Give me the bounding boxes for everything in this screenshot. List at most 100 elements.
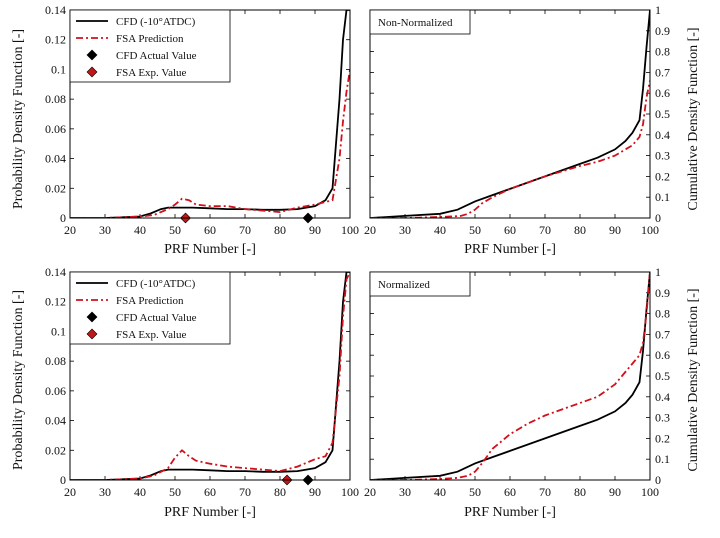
series-line-fsa [370,80,650,218]
plot-frame [369,271,651,481]
x-tick-label: 50 [169,223,181,237]
x-tick-label: 20 [364,223,376,237]
panel-top-left: 20 30 40 50 60 70 80 90 100 0 0.02 0.04 0.06 0.08 0.1 0… [45,3,359,257]
y-tick-label: 0.3 [655,411,670,425]
x-tick-label: 70 [239,223,251,237]
x-axis-label: PRF Number [-] [464,242,556,257]
legend-box [69,9,231,83]
legend-swatch-marker [86,66,98,78]
ylabel-left-bottom: Probability Density Function [-] [11,290,26,470]
y-tick-label: 0.04 [45,152,66,166]
x-tick-label: 90 [309,485,321,499]
legend-label: FSA Prediction [116,295,184,307]
y-tick-label: 0 [60,473,66,487]
legend-label: FSA Prediction [116,33,184,45]
y-tick-label: 0.4 [655,390,670,404]
x-tick-label: 80 [574,223,586,237]
y-tick-label: 0.06 [45,384,66,398]
x-tick-label: 80 [574,485,586,499]
y-tick-label: 0.3 [655,149,670,163]
legend-label: FSA Exp. Value [116,67,187,79]
y-tick-label: 0.9 [655,24,670,38]
x-axis-label: PRF Number [-] [464,505,556,520]
panel-title: Normalized [378,279,430,291]
y-tick-label: 0.1 [655,452,670,466]
x-tick-label: 90 [609,223,621,237]
series-line-cfd [370,10,650,218]
ylabel-right-bottom: Cumulative Density Function [-] [686,288,701,471]
x-tick-label: 100 [641,485,659,499]
legend-label: CFD Actual Value [116,50,197,62]
x-axis-label: PRF Number [-] [164,242,256,257]
legend-label: CFD (-10°ATDC) [116,16,196,28]
y-tick-label: 0 [655,473,661,487]
y-tick-label: 0.2 [655,169,670,183]
plot-frame [369,9,651,219]
x-tick-label: 40 [134,223,146,237]
y-tick-label: 0.1 [51,324,66,338]
y-tick-label: 0.4 [655,128,670,142]
x-tick-label: 30 [399,485,411,499]
x-tick-label: 80 [274,485,286,499]
x-tick-label: 30 [399,223,411,237]
y-tick-label: 0.04 [45,414,66,428]
y-tick-label: 0.9 [655,286,670,300]
legend-label: CFD (-10°ATDC) [116,278,196,290]
x-tick-label: 60 [204,485,216,499]
panel-title: Non-Normalized [378,17,453,29]
y-tick-label: 0.08 [45,354,66,368]
ylabel-left-top: Probability Density Function [-] [11,29,26,209]
y-tick-label: 0.14 [45,3,66,17]
x-tick-label: 90 [609,485,621,499]
legend: CFD (-10°ATDC) FSA Prediction CFD Actual V… [69,9,231,83]
x-tick-label: 60 [504,485,516,499]
legend-swatch-marker [86,328,98,340]
x-tick-label: 70 [239,485,251,499]
panel-bottom-left: 20 30 40 50 60 70 80 90 100 0 0.02 0.04 0.06 0.08 0.1 0… [45,265,359,520]
series-line-fsa [370,272,650,480]
x-tick-label: 40 [434,485,446,499]
y-tick-label: 0.12 [45,295,66,309]
x-axis-label: PRF Number [-] [164,505,256,520]
y-tick-label: 0.8 [655,45,670,59]
y-tick-label: 0.7 [655,65,670,79]
x-tick-label: 90 [309,223,321,237]
x-tick-label: 100 [341,223,359,237]
x-tick-label: 60 [504,223,516,237]
y-tick-label: 0.6 [655,86,670,100]
y-tick-label: 0.5 [655,107,670,121]
panel-title-box [369,9,471,35]
legend: CFD (-10°ATDC) FSA Prediction CFD Actual V… [69,271,231,345]
x-tick-label: 100 [641,223,659,237]
legend-label: CFD Actual Value [116,312,197,324]
y-tick-label: 0.08 [45,92,66,106]
legend-swatch-marker [86,311,98,323]
x-tick-label: 70 [539,223,551,237]
y-tick-label: 0 [655,211,661,225]
y-tick-label: 0.14 [45,265,66,279]
x-tick-label: 70 [539,485,551,499]
y-tick-label: 0.2 [655,431,670,445]
x-tick-label: 20 [64,485,76,499]
legend-label: FSA Exp. Value [116,329,187,341]
x-tick-label: 40 [434,223,446,237]
y-tick-label: 0.5 [655,369,670,383]
y-tick-label: 0.7 [655,327,670,341]
panel-title-box [369,271,471,297]
x-tick-label: 20 [64,223,76,237]
y-tick-label: 0.12 [45,33,66,47]
x-tick-label: 50 [469,223,481,237]
y-tick-label: 1 [655,265,661,279]
x-tick-label: 20 [364,485,376,499]
x-tick-label: 50 [169,485,181,499]
series-line-cfd [370,272,650,480]
y-tick-label: 0.1 [655,190,670,204]
x-tick-label: 60 [204,223,216,237]
x-tick-label: 50 [469,485,481,499]
y-tick-label: 0 [60,211,66,225]
y-tick-label: 0.06 [45,122,66,136]
x-tick-label: 80 [274,223,286,237]
